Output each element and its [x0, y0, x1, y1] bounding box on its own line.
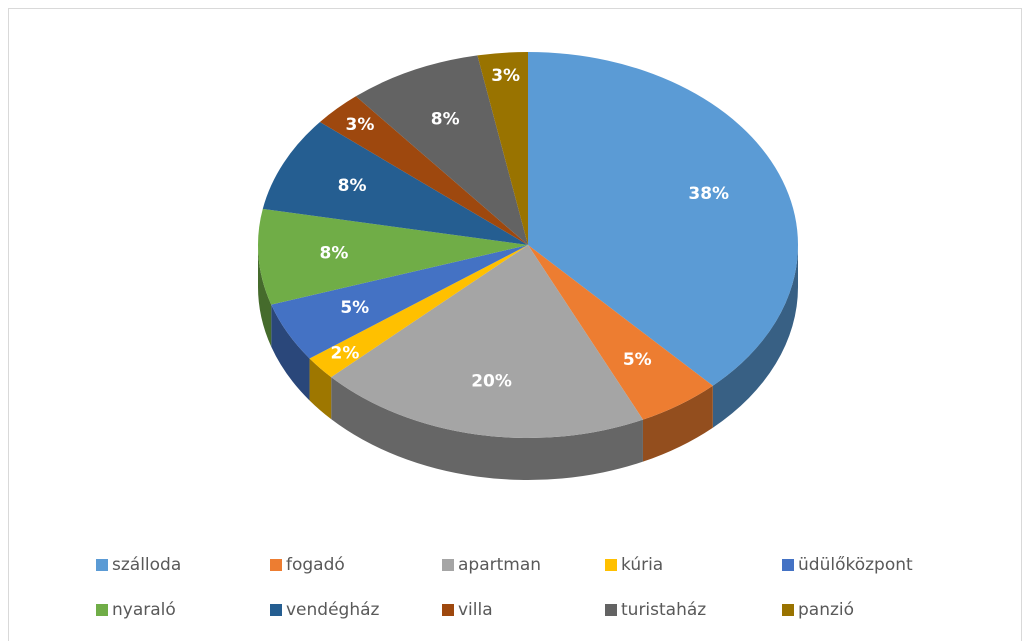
slice: [262, 121, 528, 245]
legend-label: szálloda: [112, 555, 181, 575]
data-label: 5%: [623, 350, 652, 370]
legend-swatch: [782, 604, 794, 616]
slice-side: [642, 385, 713, 462]
data-label: 8%: [431, 109, 460, 129]
slice-side: [309, 358, 332, 420]
legend-swatch: [270, 559, 282, 571]
data-label: 8%: [320, 244, 349, 264]
data-label: 3%: [491, 66, 520, 86]
data-label: 5%: [340, 298, 369, 318]
legend-label: turistaház: [621, 600, 706, 620]
slice-side: [258, 245, 272, 347]
slice: [271, 245, 528, 359]
data-label: 2%: [330, 343, 359, 363]
legend-swatch: [270, 604, 282, 616]
slice-side: [271, 304, 310, 401]
legend-label: villa: [458, 600, 493, 620]
legend-swatch: [605, 559, 617, 571]
legend-swatch: [782, 559, 794, 571]
legend-label: vendégház: [286, 600, 380, 620]
data-label: 8%: [338, 176, 367, 196]
slice: [331, 245, 643, 438]
slice: [319, 96, 528, 245]
legend-swatch: [442, 604, 454, 616]
legend-swatch: [96, 604, 108, 616]
slice-side: [331, 377, 643, 481]
legend-swatch: [605, 604, 617, 616]
legend-label: nyaraló: [112, 600, 176, 620]
data-label: 3%: [346, 115, 375, 135]
data-label: 20%: [471, 371, 512, 391]
legend-swatch: [442, 559, 454, 571]
legend-label: kúria: [621, 555, 663, 575]
legend-label: fogadó: [286, 555, 345, 575]
slice: [257, 208, 528, 305]
legend-label: panzió: [798, 600, 854, 620]
slice: [355, 55, 528, 245]
slice-side: [712, 245, 799, 428]
slice: [477, 52, 528, 245]
slice: [528, 52, 798, 386]
slice: [528, 245, 713, 420]
slice: [309, 245, 528, 378]
legend-swatch: [96, 559, 108, 571]
legend-label: apartman: [458, 555, 541, 575]
legend-label: üdülőközpont: [798, 555, 913, 575]
data-label: 38%: [688, 184, 729, 204]
